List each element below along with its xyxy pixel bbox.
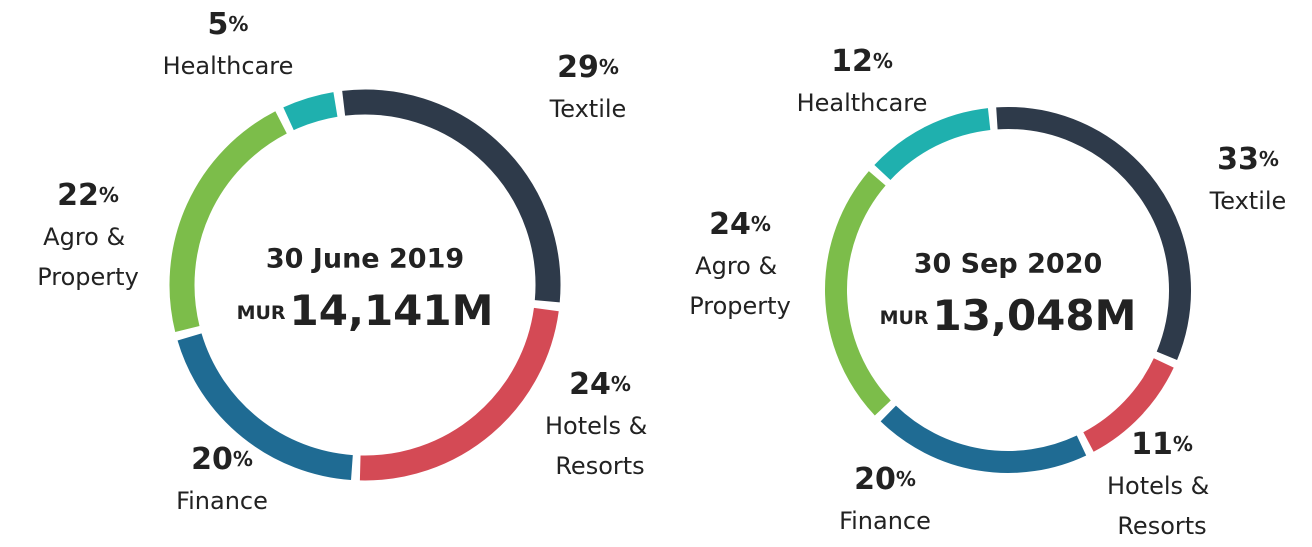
- category-label: Hotels & Resorts: [1107, 472, 1217, 540]
- total-value: 14,141M: [290, 286, 494, 335]
- percent-label: 24%: [709, 207, 771, 242]
- category-label: Textile: [1209, 187, 1287, 215]
- percent-label: 20%: [854, 462, 916, 497]
- donut-segment: [825, 171, 891, 416]
- donut-segment: [169, 111, 287, 332]
- center-date: 30 Sep 2020: [914, 249, 1103, 280]
- category-label: Healthcare: [163, 52, 294, 80]
- donut-segment: [359, 307, 559, 481]
- category-label: Agro & Property: [689, 252, 791, 320]
- percent-label: 5%: [208, 7, 249, 42]
- percent-label: 20%: [191, 442, 253, 477]
- donut-segment: [283, 92, 338, 131]
- category-label: Textile: [549, 95, 627, 123]
- category-label: Hotels & Resorts: [545, 412, 655, 480]
- category-label: Finance: [176, 487, 268, 515]
- total-value: 13,048M: [933, 291, 1137, 340]
- center-total: MUR14,141M: [237, 286, 494, 335]
- percent-label: 33%: [1217, 142, 1279, 177]
- percent-label: 22%: [57, 178, 119, 213]
- category-label: Healthcare: [797, 89, 928, 117]
- category-label: Finance: [839, 507, 931, 535]
- donut-segment: [996, 107, 1191, 361]
- center-date: 30 June 2019: [266, 244, 464, 275]
- category-label: Agro & Property: [37, 223, 139, 291]
- donut-segment: [880, 405, 1087, 473]
- currency: MUR: [237, 302, 286, 324]
- donut-segment: [1083, 358, 1174, 452]
- percent-label: 12%: [831, 44, 893, 79]
- currency: MUR: [880, 307, 929, 329]
- percent-label: 11%: [1131, 427, 1193, 462]
- percent-label: 24%: [569, 367, 631, 402]
- donut-segment: [177, 333, 353, 480]
- donut-segment: [342, 89, 561, 303]
- donut-segment: [874, 108, 991, 181]
- percent-label: 29%: [557, 50, 619, 85]
- center-total: MUR13,048M: [880, 291, 1137, 340]
